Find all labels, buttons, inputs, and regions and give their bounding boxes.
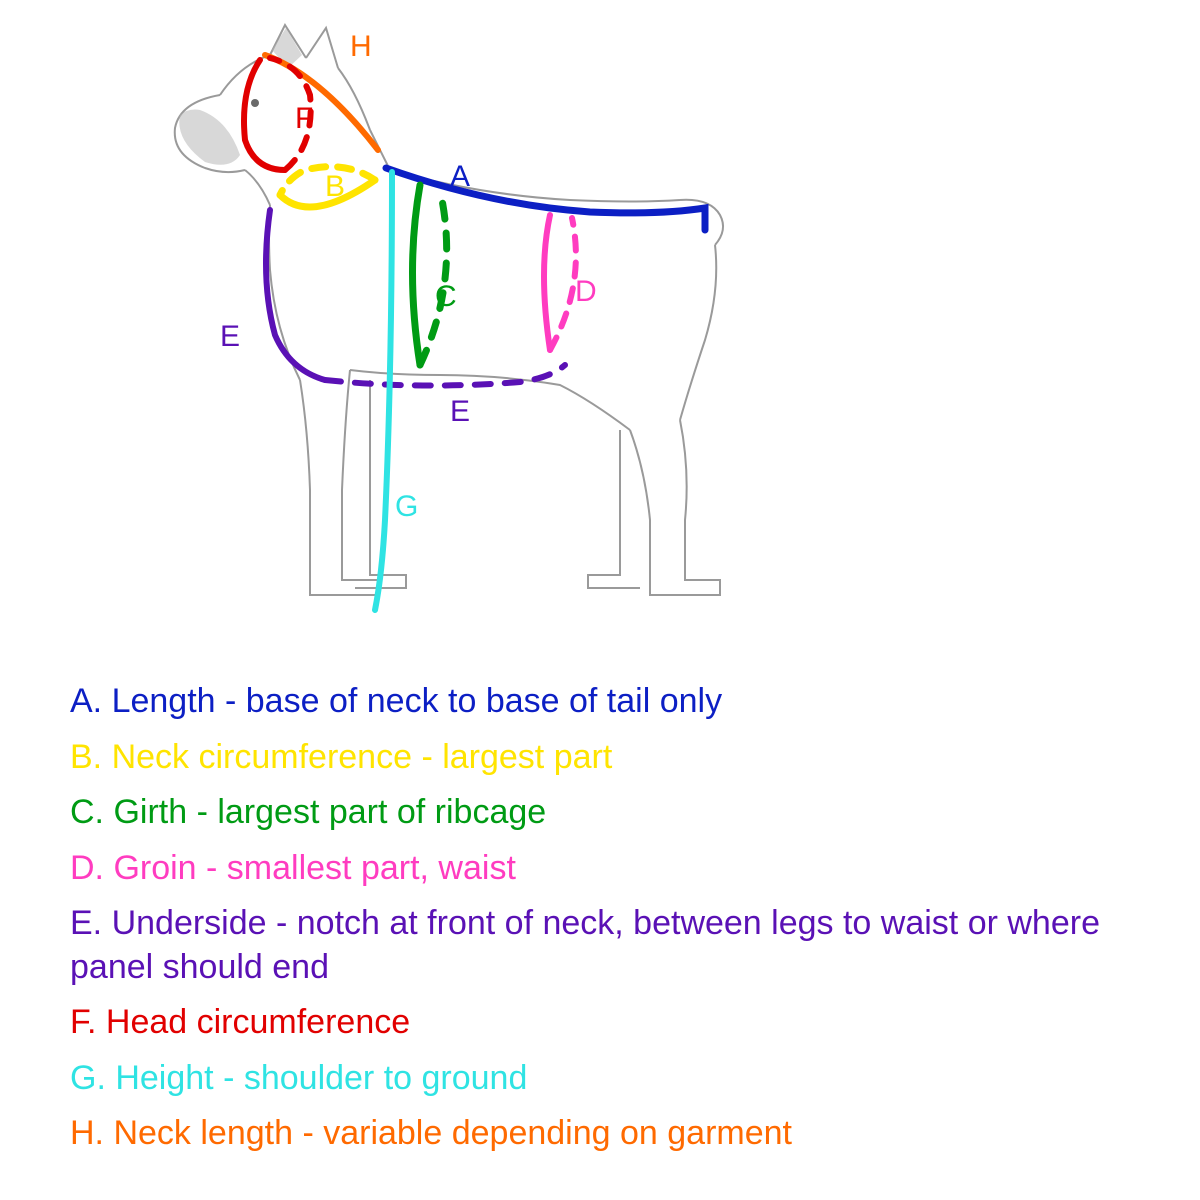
dog-shading [179,28,302,165]
measurement-lines [244,55,705,610]
label-H: H [350,30,372,64]
legend: A. Length - base of neck to base of tail… [70,680,1130,1168]
dog-diagram: H F B A C D E E G [120,20,880,640]
line-G [375,172,392,610]
label-F: F [295,102,313,136]
line-F-front [244,60,285,170]
label-B: B [325,170,345,204]
legend-line-D: D. Groin - smallest part, waist [70,847,1130,891]
label-C: C [435,280,457,314]
label-A: A [450,160,470,194]
legend-line-E: E. Underside - notch at front of neck, b… [70,902,1130,989]
line-C-front [413,185,421,365]
legend-line-F: F. Head circumference [70,1001,1130,1045]
legend-line-H: H. Neck length - variable depending on g… [70,1112,1130,1156]
line-H [265,55,378,150]
legend-line-A: A. Length - base of neck to base of tail… [70,680,1130,724]
legend-line-C: C. Girth - largest part of ribcage [70,791,1130,835]
label-D: D [575,275,597,309]
line-E-solid [266,210,325,380]
diagram-root: H F B A C D E E G A. Length - base of ne… [0,0,1200,1200]
legend-line-B: B. Neck circumference - largest part [70,736,1130,780]
label-G: G [395,490,418,524]
line-D-back [550,218,576,350]
line-C-back [420,190,447,365]
line-D-front [544,215,550,350]
legend-line-G: G. Height - shoulder to ground [70,1057,1130,1101]
label-E-left: E [220,320,240,354]
label-E-right: E [450,395,470,429]
